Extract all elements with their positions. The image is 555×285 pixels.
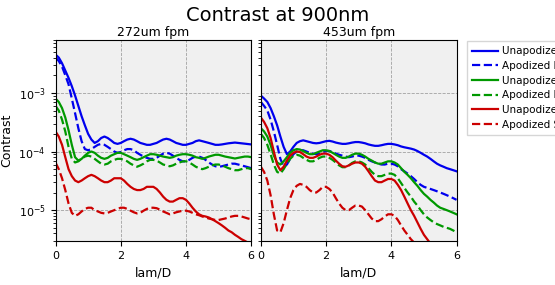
Title: 272um fpm: 272um fpm (117, 26, 189, 39)
Y-axis label: Contrast: Contrast (0, 114, 13, 167)
Text: Contrast at 900nm: Contrast at 900nm (186, 6, 369, 25)
Title: 453um fpm: 453um fpm (322, 26, 395, 39)
X-axis label: lam/D: lam/D (340, 266, 377, 279)
Legend: Unapodized Lg1, Apodized Lg1, Unapodized Lg2, Apodized Lg2, Unapodized Sm, Apodi: Unapodized Lg1, Apodized Lg1, Unapodized… (467, 41, 555, 135)
X-axis label: lam/D: lam/D (135, 266, 172, 279)
